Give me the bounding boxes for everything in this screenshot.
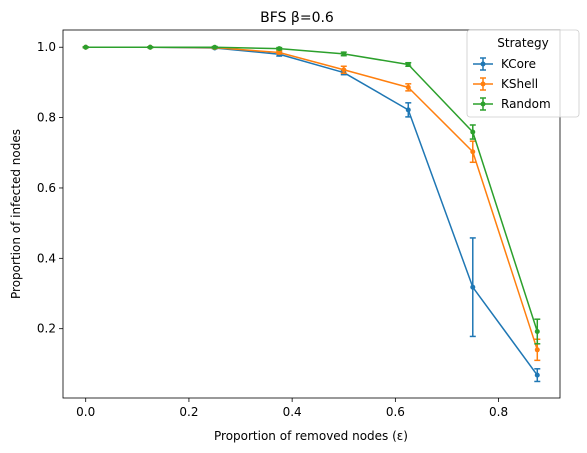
x-tick-label: 0.0 [76,405,95,419]
legend-marker-random [480,101,486,107]
y-tick-label: 0.4 [37,251,56,265]
point-random [405,61,411,67]
point-random [212,44,218,50]
point-random [341,51,347,57]
x-tick-label: 0.2 [179,405,198,419]
point-kcore [470,284,476,290]
point-random [276,46,282,52]
point-kcore [405,107,411,113]
y-axis-label: Proportion of infected nodes [9,129,23,299]
point-random [534,329,540,335]
legend-marker-kcore [480,61,486,67]
series-random [82,44,541,345]
legend-box [466,29,580,118]
legend: Strategy KCore KShell Random [466,29,580,118]
legend-label-random: Random [501,97,551,111]
point-kcore [534,372,540,378]
line-random [85,46,539,332]
legend-label-kcore: KCore [501,57,536,71]
point-kshell [276,50,282,56]
x-tick-label: 0.6 [386,405,405,419]
legend-label-kshell: KShell [501,77,538,91]
plot-frame [62,29,561,399]
x-tick-label: 0.8 [489,405,508,419]
x-tick-label: 0.4 [283,405,302,419]
point-kshell [534,347,540,353]
legend-entry-kshell: KShell [473,77,538,91]
legend-entry-random: Random [473,97,551,111]
point-kshell [341,67,347,73]
y-tick-label: 0.2 [37,322,56,336]
legend-entry-kcore: KCore [473,57,536,71]
point-random [83,44,89,50]
y-tick-label: 0.6 [37,181,56,195]
point-kshell [405,84,411,90]
chart-title: BFS β=0.6 [260,10,334,26]
y-tick-label: 1.0 [37,40,56,54]
legend-title: Strategy [497,36,548,50]
point-random [147,44,153,50]
legend-marker-kshell [480,81,486,87]
point-random [470,129,476,135]
y-tick-label: 0.8 [37,111,56,125]
x-axis-label: Proportion of removed nodes (ε) [214,429,408,443]
point-kshell [470,149,476,155]
